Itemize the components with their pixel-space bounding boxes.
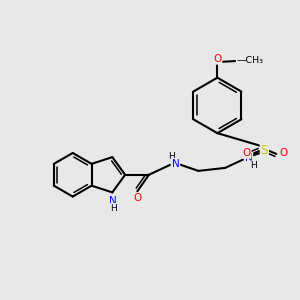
- Text: O: O: [279, 148, 287, 158]
- Text: O: O: [242, 148, 250, 158]
- Text: —CH₃: —CH₃: [237, 56, 264, 65]
- Text: O: O: [133, 193, 141, 203]
- Text: N: N: [110, 196, 117, 206]
- Text: N: N: [172, 159, 179, 169]
- Text: H: H: [250, 161, 257, 170]
- Text: O: O: [213, 54, 221, 64]
- Text: H: H: [110, 204, 117, 213]
- Text: S: S: [261, 144, 268, 158]
- Text: H: H: [168, 152, 175, 161]
- Text: N: N: [244, 153, 252, 163]
